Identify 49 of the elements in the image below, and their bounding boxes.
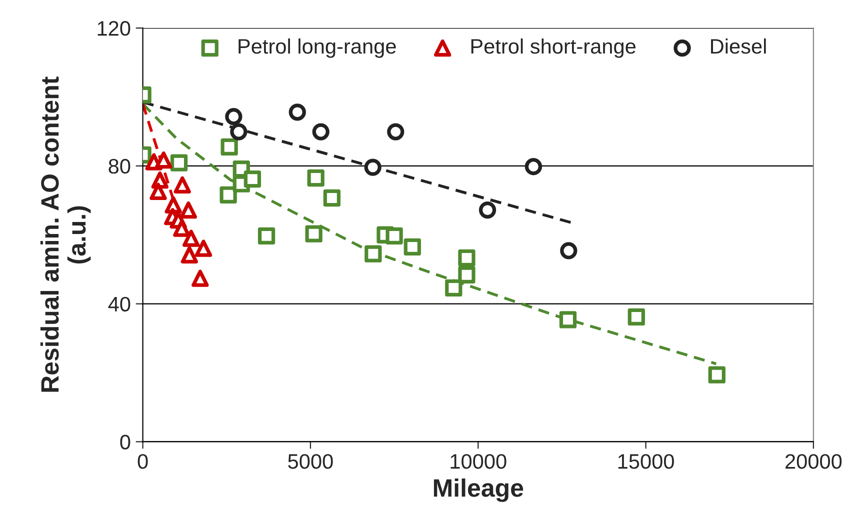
point — [387, 123, 404, 140]
point — [458, 249, 476, 267]
point — [478, 201, 496, 219]
point — [173, 220, 190, 237]
legend-label: Petrol long-range — [238, 38, 396, 58]
y-axis-title: Residual amin. AO content (a.u.) — [40, 76, 91, 392]
y-tick-label: 80 — [108, 158, 130, 174]
point — [180, 246, 198, 264]
point — [445, 279, 462, 297]
point — [155, 151, 172, 169]
point — [458, 266, 476, 284]
x-tick-label: 5000 — [288, 454, 333, 469]
x-tick-label: 15000 — [618, 454, 674, 469]
x-tick-label: 20000 — [786, 454, 842, 469]
point — [180, 201, 197, 219]
point — [364, 245, 382, 262]
point — [192, 270, 209, 287]
point — [194, 240, 212, 257]
point — [404, 238, 421, 256]
x-tick-label: 10000 — [450, 454, 506, 469]
point — [307, 169, 324, 187]
point — [170, 154, 188, 172]
point — [220, 138, 238, 156]
point — [312, 123, 330, 140]
point — [288, 104, 306, 121]
point — [258, 227, 276, 244]
point — [559, 311, 577, 328]
x-axis-title: Mileage — [434, 478, 524, 502]
point — [150, 182, 167, 200]
point — [174, 176, 191, 194]
y-tick-label: 120 — [98, 21, 130, 36]
point — [708, 366, 726, 384]
point — [524, 158, 542, 176]
point — [628, 308, 645, 326]
point — [225, 108, 242, 126]
point — [560, 242, 578, 260]
y-tick-label: 0 — [120, 434, 130, 450]
point — [244, 170, 262, 188]
legend-label: Diesel — [711, 38, 766, 54]
point — [364, 158, 382, 176]
point — [182, 230, 200, 247]
point — [323, 189, 340, 207]
x-tick-label: 0 — [138, 454, 148, 469]
point — [220, 186, 237, 204]
legend-label: Petrol short-range — [471, 38, 636, 58]
y-tick-label: 40 — [108, 296, 130, 312]
point — [305, 225, 322, 242]
point — [386, 227, 403, 244]
point — [230, 123, 248, 140]
